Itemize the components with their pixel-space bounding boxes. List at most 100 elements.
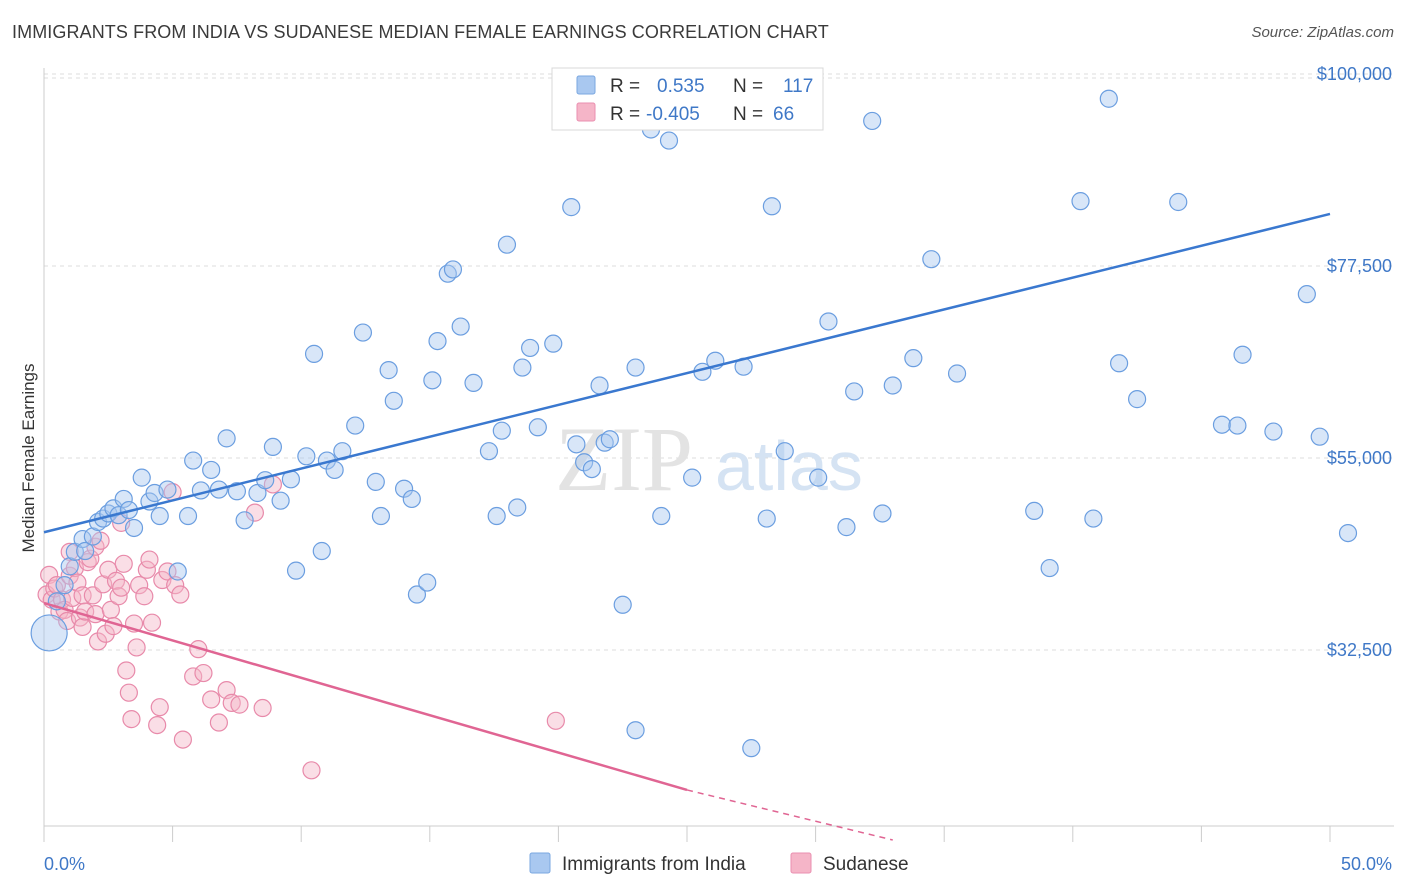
india-point: [1071, 192, 1090, 211]
sudanese-point: [135, 587, 154, 606]
sudanese-point: [158, 562, 177, 581]
sudanese-point: [209, 713, 228, 732]
india-point: [567, 435, 586, 454]
sudanese-point: [60, 542, 79, 561]
india-point: [379, 361, 398, 380]
legend-swatch-india: [576, 75, 596, 95]
india-point: [863, 111, 882, 131]
india-point: [922, 250, 941, 269]
india-points: [30, 81, 1358, 758]
india-point: [652, 506, 671, 526]
sudanese-point: [166, 576, 185, 595]
sudanese-point: [184, 667, 203, 686]
india-point: [158, 480, 177, 499]
india-point: [562, 198, 581, 217]
india-point: [742, 739, 761, 758]
legend-r-value: -0.405: [646, 104, 700, 125]
india-point: [600, 430, 619, 449]
india-point: [1297, 285, 1316, 304]
sudanese-point: [117, 661, 136, 680]
india-point: [1264, 422, 1283, 441]
india-point: [904, 349, 923, 368]
y-tick-label: $55,000: [1327, 448, 1392, 468]
india-point: [1025, 501, 1044, 521]
india-point: [30, 614, 68, 652]
india-point: [626, 721, 645, 740]
sudanese-point: [119, 683, 138, 702]
legend-n-label: N =: [733, 104, 763, 125]
sudanese-point: [171, 585, 190, 604]
india-point: [497, 235, 517, 254]
india-point: [1233, 345, 1252, 364]
india-point: [683, 468, 702, 487]
legend-bottom: Immigrants from India Sudanese: [529, 852, 909, 875]
y-tick-label: $77,500: [1327, 256, 1392, 276]
legend-r-label: R =: [610, 104, 640, 125]
india-point: [1084, 509, 1103, 528]
india-point: [353, 323, 373, 342]
sudanese-point: [253, 698, 272, 718]
sudanese-point: [73, 617, 92, 637]
india-point: [845, 382, 864, 401]
india-point: [595, 433, 614, 452]
y-axis-title: Median Female Earnings: [19, 364, 38, 553]
india-point: [582, 459, 601, 479]
india-point: [837, 518, 856, 537]
legend-swatch-sudan: [576, 102, 596, 122]
india-point: [366, 472, 385, 491]
india-point: [544, 334, 563, 353]
india-point: [418, 573, 437, 592]
india-point: [304, 344, 324, 363]
india-point: [178, 506, 198, 526]
india-point: [451, 317, 470, 336]
y-tick-label: $100,000: [1317, 64, 1392, 84]
sudanese-point: [114, 554, 133, 573]
india-point: [191, 481, 210, 500]
india-point: [73, 529, 92, 549]
india-point: [407, 585, 427, 604]
legend-bottom-label-india: Immigrants from India: [562, 854, 746, 875]
india-point: [297, 447, 316, 466]
india-point: [590, 376, 609, 395]
india-point: [873, 504, 892, 523]
india-point: [809, 468, 828, 487]
india-point: [202, 460, 221, 480]
y-tick-labels: $32,500 $55,000 $77,500 $100,000: [1317, 64, 1392, 660]
sudanese-point: [142, 613, 162, 632]
india-point: [217, 429, 236, 448]
india-point: [479, 442, 499, 461]
india-trend-line: [43, 212, 1331, 534]
india-point: [325, 460, 344, 480]
india-point: [1228, 416, 1247, 435]
india-point: [947, 364, 967, 383]
india-point: [371, 506, 391, 526]
sudanese-point: [96, 624, 115, 643]
sudanese-point: [78, 553, 97, 572]
sudanese-point: [150, 698, 169, 717]
india-point: [184, 451, 203, 470]
india-point: [55, 576, 74, 595]
india-point: [132, 468, 151, 487]
india-point: [1099, 89, 1118, 108]
sudanese-point: [202, 690, 221, 709]
legend-n-label: N =: [733, 76, 763, 97]
india-point: [575, 453, 594, 472]
india-point: [492, 421, 511, 440]
india-point: [394, 479, 414, 498]
india-point: [384, 391, 403, 410]
legend-r-label: R =: [610, 76, 640, 97]
trend-lines: [43, 212, 1331, 841]
sudanese-point: [148, 715, 167, 735]
india-point: [150, 506, 169, 526]
sudanese-point: [40, 565, 59, 585]
india-point: [464, 373, 483, 393]
legend-bottom-swatch-sudan: [790, 852, 812, 874]
india-point: [312, 541, 331, 561]
india-point: [1127, 390, 1147, 409]
legend-n-value: 117: [783, 76, 813, 97]
sudanese-trend-line: [43, 601, 688, 792]
axes: [43, 68, 1394, 842]
india-point: [1310, 427, 1329, 446]
legend-top: R = 0.535 N = 117 R = -0.405 N = 66: [551, 67, 824, 131]
